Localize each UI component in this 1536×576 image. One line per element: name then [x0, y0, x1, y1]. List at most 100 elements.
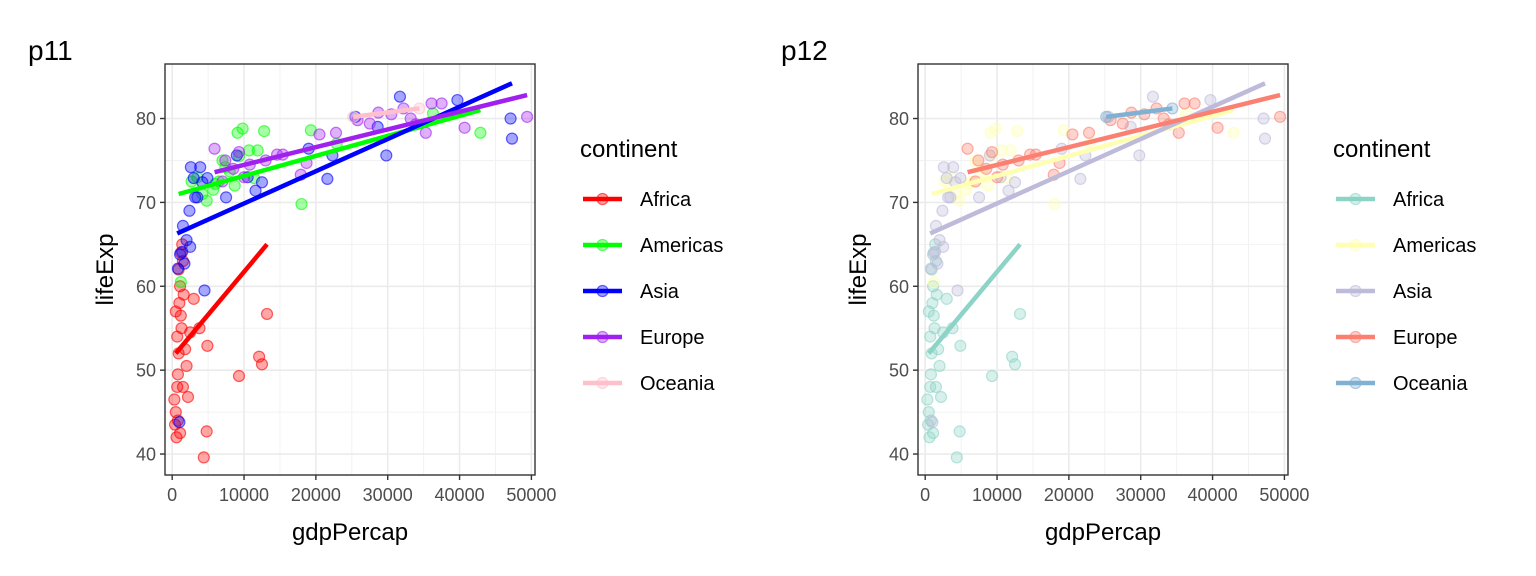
plot-panel — [165, 64, 535, 475]
point-asia — [505, 132, 519, 145]
legend-label: Africa — [640, 189, 692, 211]
point-americas — [1011, 125, 1024, 138]
point-asia — [201, 171, 214, 185]
point-europe — [1188, 97, 1201, 110]
fit-line-americas — [178, 107, 482, 197]
point-africa — [985, 369, 999, 383]
point-americas — [258, 125, 271, 138]
y-tick-label: 80 — [889, 109, 909, 129]
legend-key-point — [596, 192, 609, 206]
point-asia — [219, 191, 233, 204]
point-americas — [174, 275, 187, 289]
point-asia — [936, 204, 949, 217]
legend-label: Asia — [1393, 281, 1433, 303]
fit-line-africa — [927, 242, 1022, 355]
x-tick-label: 30000 — [363, 485, 413, 505]
point-europe — [363, 117, 376, 130]
y-axis-title: lifeExp — [845, 233, 872, 305]
fit-line-asia — [176, 81, 513, 236]
point-africa — [1013, 307, 1027, 321]
point-asia — [1008, 176, 1022, 189]
point-asia — [189, 191, 202, 204]
point-americas — [1004, 144, 1017, 157]
y-tick-label: 50 — [136, 361, 156, 381]
point-africa — [954, 339, 967, 352]
point-africa — [171, 330, 184, 343]
point-africa — [1008, 358, 1022, 371]
point-europe — [435, 97, 448, 110]
legend-label: Americas — [640, 235, 723, 257]
y-tick-label: 70 — [136, 193, 156, 213]
point-europe — [1211, 121, 1224, 134]
fit-line-europe — [214, 92, 528, 175]
point-africa — [950, 451, 963, 464]
legend-label: Asia — [640, 281, 680, 303]
fit-line-africa — [174, 242, 269, 355]
point-europe — [232, 145, 246, 159]
legend-key-point — [596, 376, 609, 390]
legend-key-point — [596, 330, 609, 344]
legend-item-oceania: Oceania — [583, 373, 715, 395]
legend-label: Europe — [640, 327, 705, 349]
legend-item-europe: Europe — [1336, 327, 1458, 349]
point-africa — [934, 390, 948, 404]
point-asia — [1146, 90, 1160, 103]
point-africa — [187, 292, 200, 305]
point-asia — [184, 240, 197, 253]
point-americas — [236, 122, 249, 135]
panel-border — [917, 63, 1289, 476]
y-tick-label: 40 — [136, 445, 156, 465]
point-africa — [176, 380, 190, 394]
point-asia — [951, 284, 964, 297]
point-europe — [1172, 126, 1185, 139]
fit-line-asia — [929, 81, 1266, 236]
point-africa — [924, 368, 938, 381]
point-africa — [255, 358, 269, 371]
point-americas — [969, 154, 982, 167]
y-axis-title: lifeExp — [92, 233, 119, 305]
point-africa — [168, 393, 181, 406]
plot-title: p12 — [781, 35, 828, 66]
legend-item-americas: Americas — [583, 235, 723, 257]
legend-key-point — [1349, 330, 1362, 344]
legend: continent Africa Americas Asia Europe Oceania — [1333, 136, 1476, 395]
x-tick-label: 40000 — [435, 485, 485, 505]
point-africa — [201, 339, 214, 352]
y-tick-label: 50 — [889, 361, 909, 381]
point-europe — [961, 142, 974, 155]
legend-label: Europe — [1393, 327, 1458, 349]
point-americas — [242, 144, 256, 157]
point-europe — [1273, 110, 1287, 123]
point-asia — [255, 176, 269, 189]
legend-key-point — [1349, 192, 1362, 206]
point-africa — [930, 288, 943, 301]
point-europe — [419, 126, 432, 139]
point-asia — [937, 161, 950, 174]
point-africa — [940, 292, 953, 305]
legend-item-asia: Asia — [583, 281, 680, 303]
point-africa — [1006, 350, 1019, 363]
legend-item-africa: Africa — [1336, 189, 1445, 211]
x-tick-label: 50000 — [1259, 485, 1309, 505]
x-tick-label: 20000 — [1044, 485, 1094, 505]
point-americas — [251, 144, 264, 157]
legend-item-oceania: Oceania — [1336, 373, 1468, 395]
point-asia — [183, 204, 196, 217]
point-africa — [260, 307, 274, 321]
point-asia — [173, 416, 186, 429]
fit-line-oceania — [352, 106, 420, 120]
point-europe — [985, 145, 999, 159]
point-africa — [922, 305, 935, 318]
panel-p11: p11 0 10000 20000 30000 40000 50000 40 50 60 70 80 g… — [28, 35, 723, 546]
fit-line-americas — [931, 107, 1235, 197]
point-europe — [1178, 97, 1191, 110]
legend-title: continent — [580, 136, 678, 163]
point-asia — [954, 171, 967, 185]
point-asia — [931, 257, 944, 270]
x-axis-title: gdpPercap — [1045, 519, 1161, 546]
legend-title: continent — [1333, 136, 1431, 163]
x-tick-label: 40000 — [1188, 485, 1238, 505]
x-tick-label: 0 — [167, 485, 177, 505]
point-asia — [380, 149, 393, 162]
